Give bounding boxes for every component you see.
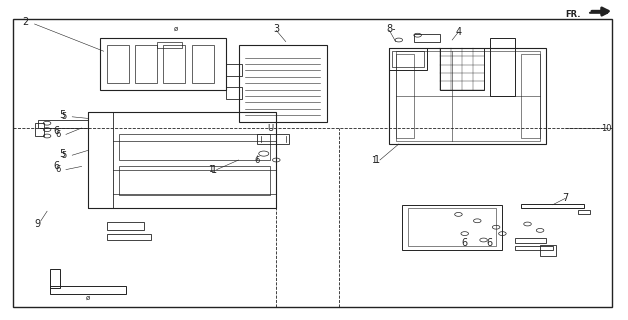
Text: ø: ø bbox=[86, 295, 90, 300]
Text: 5: 5 bbox=[60, 148, 66, 159]
Bar bbox=[88, 112, 113, 208]
Bar bbox=[408, 208, 496, 246]
Bar bbox=[540, 245, 556, 256]
Text: 1: 1 bbox=[374, 155, 380, 165]
Text: 6: 6 bbox=[53, 126, 60, 136]
Bar bbox=[239, 45, 327, 122]
Bar bbox=[226, 64, 242, 76]
Bar bbox=[88, 112, 276, 208]
Bar bbox=[35, 123, 44, 136]
Text: 8: 8 bbox=[386, 24, 392, 34]
Bar bbox=[226, 87, 242, 99]
Text: 3: 3 bbox=[273, 24, 279, 34]
Bar bbox=[119, 166, 270, 195]
Bar bbox=[107, 45, 129, 83]
Bar bbox=[38, 120, 88, 128]
Text: 5: 5 bbox=[62, 151, 67, 160]
Bar bbox=[157, 42, 182, 48]
Text: 2: 2 bbox=[22, 17, 28, 28]
Bar bbox=[521, 204, 584, 208]
Bar bbox=[414, 34, 440, 42]
Text: 6: 6 bbox=[53, 161, 60, 172]
Bar bbox=[392, 51, 424, 67]
Bar bbox=[135, 45, 157, 83]
Bar bbox=[100, 38, 226, 90]
Bar bbox=[440, 48, 484, 90]
Bar bbox=[119, 134, 270, 160]
Text: 9: 9 bbox=[35, 219, 41, 229]
Text: 6: 6 bbox=[255, 156, 260, 164]
Bar bbox=[578, 210, 590, 214]
Bar bbox=[396, 51, 540, 141]
Text: 1: 1 bbox=[208, 165, 213, 174]
Bar bbox=[257, 134, 289, 144]
Bar bbox=[396, 54, 414, 138]
Bar bbox=[402, 205, 502, 250]
Bar bbox=[107, 222, 144, 230]
Bar bbox=[389, 48, 427, 70]
Text: 4: 4 bbox=[455, 27, 462, 37]
Text: 6: 6 bbox=[55, 165, 60, 174]
Bar bbox=[521, 54, 540, 138]
Text: U: U bbox=[267, 124, 273, 132]
Text: 7: 7 bbox=[562, 193, 568, 204]
Text: 1: 1 bbox=[210, 164, 217, 175]
Bar bbox=[50, 286, 126, 294]
Bar bbox=[515, 238, 546, 243]
Bar bbox=[389, 48, 546, 144]
Text: ø: ø bbox=[174, 26, 178, 32]
Text: -: - bbox=[392, 24, 396, 34]
Bar bbox=[192, 45, 214, 83]
Bar bbox=[107, 234, 151, 240]
Text: 5: 5 bbox=[60, 110, 66, 120]
Bar bbox=[490, 38, 515, 96]
Text: 1: 1 bbox=[371, 156, 376, 164]
Text: 10: 10 bbox=[601, 124, 611, 132]
Text: FR.: FR. bbox=[565, 10, 580, 19]
Bar bbox=[50, 269, 60, 288]
Bar bbox=[515, 246, 553, 250]
Text: 6: 6 bbox=[487, 238, 493, 248]
Text: 5: 5 bbox=[62, 112, 67, 121]
Text: 6: 6 bbox=[55, 130, 60, 139]
Text: 6: 6 bbox=[462, 238, 468, 248]
Bar bbox=[163, 45, 185, 83]
